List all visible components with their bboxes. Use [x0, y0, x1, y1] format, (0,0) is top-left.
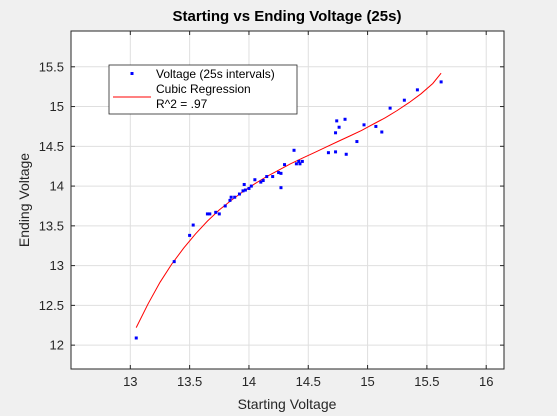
data-point — [208, 212, 211, 215]
legend-label-r-squared: R^2 = .97 — [156, 97, 208, 111]
x-tick-label: 14.5 — [296, 374, 321, 389]
data-point — [345, 153, 348, 156]
x-axis-label: Starting Voltage — [238, 396, 337, 412]
y-tick-label: 15.5 — [39, 59, 64, 74]
data-point — [250, 185, 253, 188]
data-point — [301, 160, 304, 163]
legend: Voltage (25s intervals) Cubic Regression… — [109, 65, 297, 114]
data-point — [265, 175, 268, 178]
data-point — [244, 189, 247, 192]
data-point — [403, 99, 406, 102]
data-point — [228, 199, 231, 202]
x-tick-label: 14 — [242, 374, 256, 389]
data-point — [334, 131, 337, 134]
data-point — [363, 123, 366, 126]
data-point — [214, 211, 217, 214]
data-point — [243, 183, 246, 186]
data-point — [262, 179, 265, 182]
data-point — [233, 196, 236, 199]
y-axis-label: Ending Voltage — [16, 153, 32, 247]
data-point — [279, 172, 282, 175]
data-point — [188, 234, 191, 237]
y-tick-label: 15 — [50, 99, 64, 114]
legend-label-regression: Cubic Regression — [156, 82, 251, 96]
y-tick-label: 12 — [50, 338, 64, 353]
data-point — [218, 212, 221, 215]
data-point — [224, 204, 227, 207]
y-tick-label: 13.5 — [39, 218, 64, 233]
x-tick-label: 16 — [479, 374, 493, 389]
data-point — [374, 125, 377, 128]
data-point — [334, 150, 337, 153]
y-tick-label: 14 — [50, 179, 64, 194]
data-point — [279, 186, 282, 189]
y-tick-label: 12.5 — [39, 298, 64, 313]
data-point — [440, 80, 443, 83]
data-point — [230, 196, 233, 199]
y-tick-label: 14.5 — [39, 139, 64, 154]
x-tick-label: 15.5 — [414, 374, 439, 389]
data-point — [238, 193, 241, 196]
chart-title: Starting vs Ending Voltage (25s) — [173, 8, 402, 25]
x-tick-label: 13.5 — [177, 374, 202, 389]
data-point — [380, 131, 383, 134]
data-point — [293, 149, 296, 152]
x-tick-label: 15 — [360, 374, 374, 389]
data-point — [135, 336, 138, 339]
data-point — [192, 224, 195, 227]
y-tick-label: 13 — [50, 258, 64, 273]
data-point — [253, 178, 256, 181]
data-point — [355, 140, 358, 143]
legend-label-scatter: Voltage (25s intervals) — [156, 67, 275, 81]
data-point — [327, 151, 330, 154]
data-point — [271, 175, 274, 178]
legend-marker-scatter — [131, 72, 134, 75]
data-point — [389, 107, 392, 110]
data-point — [338, 126, 341, 129]
data-point — [283, 163, 286, 166]
data-point — [173, 260, 176, 263]
data-point — [344, 118, 347, 121]
x-tick-label: 13 — [123, 374, 137, 389]
data-point — [335, 119, 338, 122]
data-point — [416, 88, 419, 91]
